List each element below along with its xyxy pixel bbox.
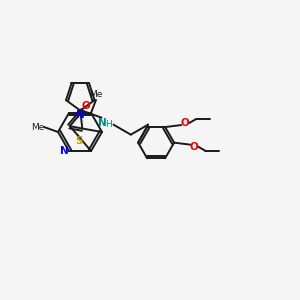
Text: H: H: [105, 120, 112, 129]
Text: O: O: [181, 118, 190, 128]
Text: N: N: [98, 118, 107, 128]
Text: O: O: [190, 142, 199, 152]
Text: S: S: [75, 136, 83, 146]
Text: N: N: [60, 146, 68, 156]
Text: Me: Me: [31, 122, 45, 131]
Text: Me: Me: [89, 90, 103, 99]
Text: O: O: [81, 101, 90, 111]
Text: N: N: [76, 110, 85, 119]
